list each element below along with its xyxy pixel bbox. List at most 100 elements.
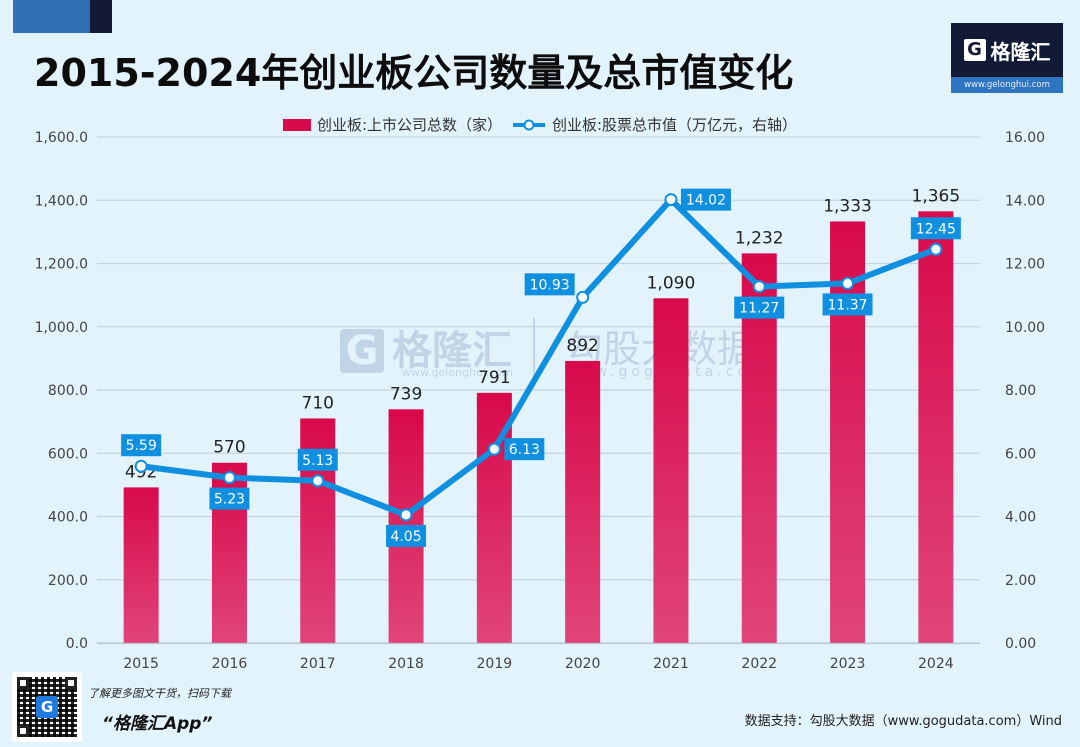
- x-tick-label: 2018: [388, 656, 424, 672]
- line-point: [841, 276, 855, 290]
- line-value-label: 5.23: [209, 487, 250, 510]
- y-axis-left: 0.0 200.0 400.0 600.0 800.0 1,000.0 1,200.0 1,4…: [35, 130, 88, 652]
- bar-value-label: 892: [566, 336, 598, 356]
- y-right-tick-label: 0.00: [1005, 636, 1036, 652]
- line-value-label: 6.13: [504, 438, 545, 461]
- y-left-tick-label: 400.0: [48, 510, 88, 526]
- bar: [918, 211, 954, 643]
- y-left-tick-label: 0.0: [66, 636, 88, 652]
- x-tick-label: 2020: [565, 656, 601, 672]
- line-value-label: 14.02: [680, 188, 731, 211]
- logo-name: 格隆汇: [990, 39, 1051, 64]
- line-value-label: 5.13: [297, 448, 338, 471]
- y-right-tick-label: 12.00: [1005, 257, 1045, 273]
- x-tick-label: 2016: [212, 656, 248, 672]
- bar-value-label: 791: [478, 368, 510, 388]
- line-label-text: 10.93: [530, 277, 570, 293]
- y-left-tick-label: 1,400.0: [35, 193, 88, 209]
- y-left-tick-label: 800.0: [48, 383, 88, 399]
- y-right-tick-label: 4.00: [1005, 510, 1036, 526]
- line-path: [140, 196, 937, 518]
- line-point: [576, 290, 590, 304]
- y-left-tick-label: 200.0: [48, 573, 88, 589]
- y-left-tick-label: 600.0: [48, 446, 88, 462]
- line-label-box: [524, 273, 575, 296]
- line-label-box: [297, 448, 338, 471]
- bar: [653, 298, 689, 643]
- app-name: “格隆汇App”: [102, 714, 213, 734]
- chart-title: 2015-2024年创业板公司数量及总市值变化: [34, 51, 794, 95]
- line-label-box: [386, 524, 427, 547]
- bar: [565, 360, 601, 643]
- line-value-label: 4.05: [386, 524, 427, 547]
- qr-finder: [65, 677, 77, 689]
- legend-line-swatch: [513, 119, 545, 130]
- bar-value-label: 739: [390, 384, 422, 404]
- line-label-box: [209, 487, 250, 510]
- x-tick-label: 2017: [300, 656, 336, 672]
- data-source: 数据支持：勾股大数据（www.gogudata.com）Wind: [744, 714, 1062, 729]
- line-point: [134, 459, 148, 473]
- header-accent-bar: [13, 0, 90, 33]
- x-tick-label: 2023: [830, 656, 866, 672]
- qr-finder: [17, 677, 29, 689]
- line-label-text: 6.13: [509, 442, 540, 458]
- x-tick-label: 2019: [477, 656, 513, 672]
- line-label-box: [504, 438, 545, 461]
- bar: [830, 221, 866, 643]
- line-value-label: 11.37: [822, 293, 873, 316]
- line-label-text: 12.45: [916, 221, 956, 237]
- line-label-text: 5.23: [214, 492, 245, 508]
- line-series: [134, 193, 943, 522]
- legend-item-bar: 创业板:上市公司总数（家）: [282, 114, 502, 135]
- line-value-label: 11.27: [734, 296, 785, 319]
- bar-value-label: 1,090: [647, 273, 696, 293]
- bar: [123, 487, 159, 643]
- x-axis: 2015 2016 2017 2018 2019 2020 2021 2022 2023 2024: [97, 642, 980, 672]
- line-point: [399, 508, 413, 522]
- line-point: [929, 242, 943, 256]
- x-tick-label: 2021: [653, 656, 689, 672]
- x-tick-label: 2022: [741, 656, 777, 672]
- line-label-box: [822, 293, 873, 316]
- x-tick-label: 2024: [918, 656, 954, 672]
- y-right-tick-label: 6.00: [1005, 446, 1036, 462]
- bar-value-label: 1,232: [735, 228, 784, 248]
- y-right-tick-label: 14.00: [1005, 193, 1045, 209]
- line-point: [311, 474, 325, 488]
- line-label-box: [910, 217, 961, 240]
- gelonghui-g-icon: G: [963, 39, 986, 61]
- y-axis-right: 0.00 2.00 4.00 6.00 8.00 10.00 12.00 14.00 16.00: [1005, 130, 1045, 652]
- line-value-label: 5.59: [121, 434, 162, 457]
- y-left-tick-label: 1,000.0: [35, 320, 88, 336]
- line-label-text: 5.59: [126, 438, 157, 454]
- legend-bar-swatch: [282, 118, 311, 131]
- chart-legend: 创业板:上市公司总数（家） 创业板:股票总市值（万亿元，右轴）: [0, 114, 1080, 135]
- line-label-text: 14.02: [686, 193, 726, 209]
- line-label-box: [680, 188, 731, 211]
- line-point: [222, 471, 236, 485]
- bar-value-label: 570: [213, 438, 245, 458]
- legend-item-line: 创业板:股票总市值（万亿元，右轴）: [512, 114, 797, 135]
- logo-url: www.gelonghui.com: [951, 77, 1063, 93]
- promo-text: 了解更多图文干货，扫码下载: [88, 687, 231, 700]
- line-label-text: 5.13: [302, 453, 333, 469]
- y-right-tick-label: 16.00: [1005, 130, 1045, 146]
- y-right-tick-label: 2.00: [1005, 573, 1036, 589]
- line-value-label: 10.93: [524, 273, 575, 296]
- y-right-tick-label: 8.00: [1005, 383, 1036, 399]
- y-left-tick-label: 1,200.0: [35, 257, 88, 273]
- qr-finder: [17, 725, 29, 737]
- qr-logo-icon: G: [36, 696, 58, 718]
- bar-value-label: 1,333: [823, 196, 872, 216]
- bar-value-label: 1,365: [912, 186, 961, 206]
- bar-series: [123, 211, 954, 643]
- legend-bar-label: 创业板:上市公司总数（家）: [316, 116, 502, 134]
- line-label-text: 11.27: [739, 301, 779, 317]
- line-value-label: 12.45: [910, 217, 961, 240]
- line-labels: 5.59 5.23 5.13 4.05 6.13 10.93 14.02 11.27 11.37…: [121, 188, 961, 547]
- qr-code[interactable]: G: [12, 672, 82, 742]
- line-label-text: 11.37: [828, 297, 868, 313]
- y-left-tick-label: 1,600.0: [35, 130, 88, 146]
